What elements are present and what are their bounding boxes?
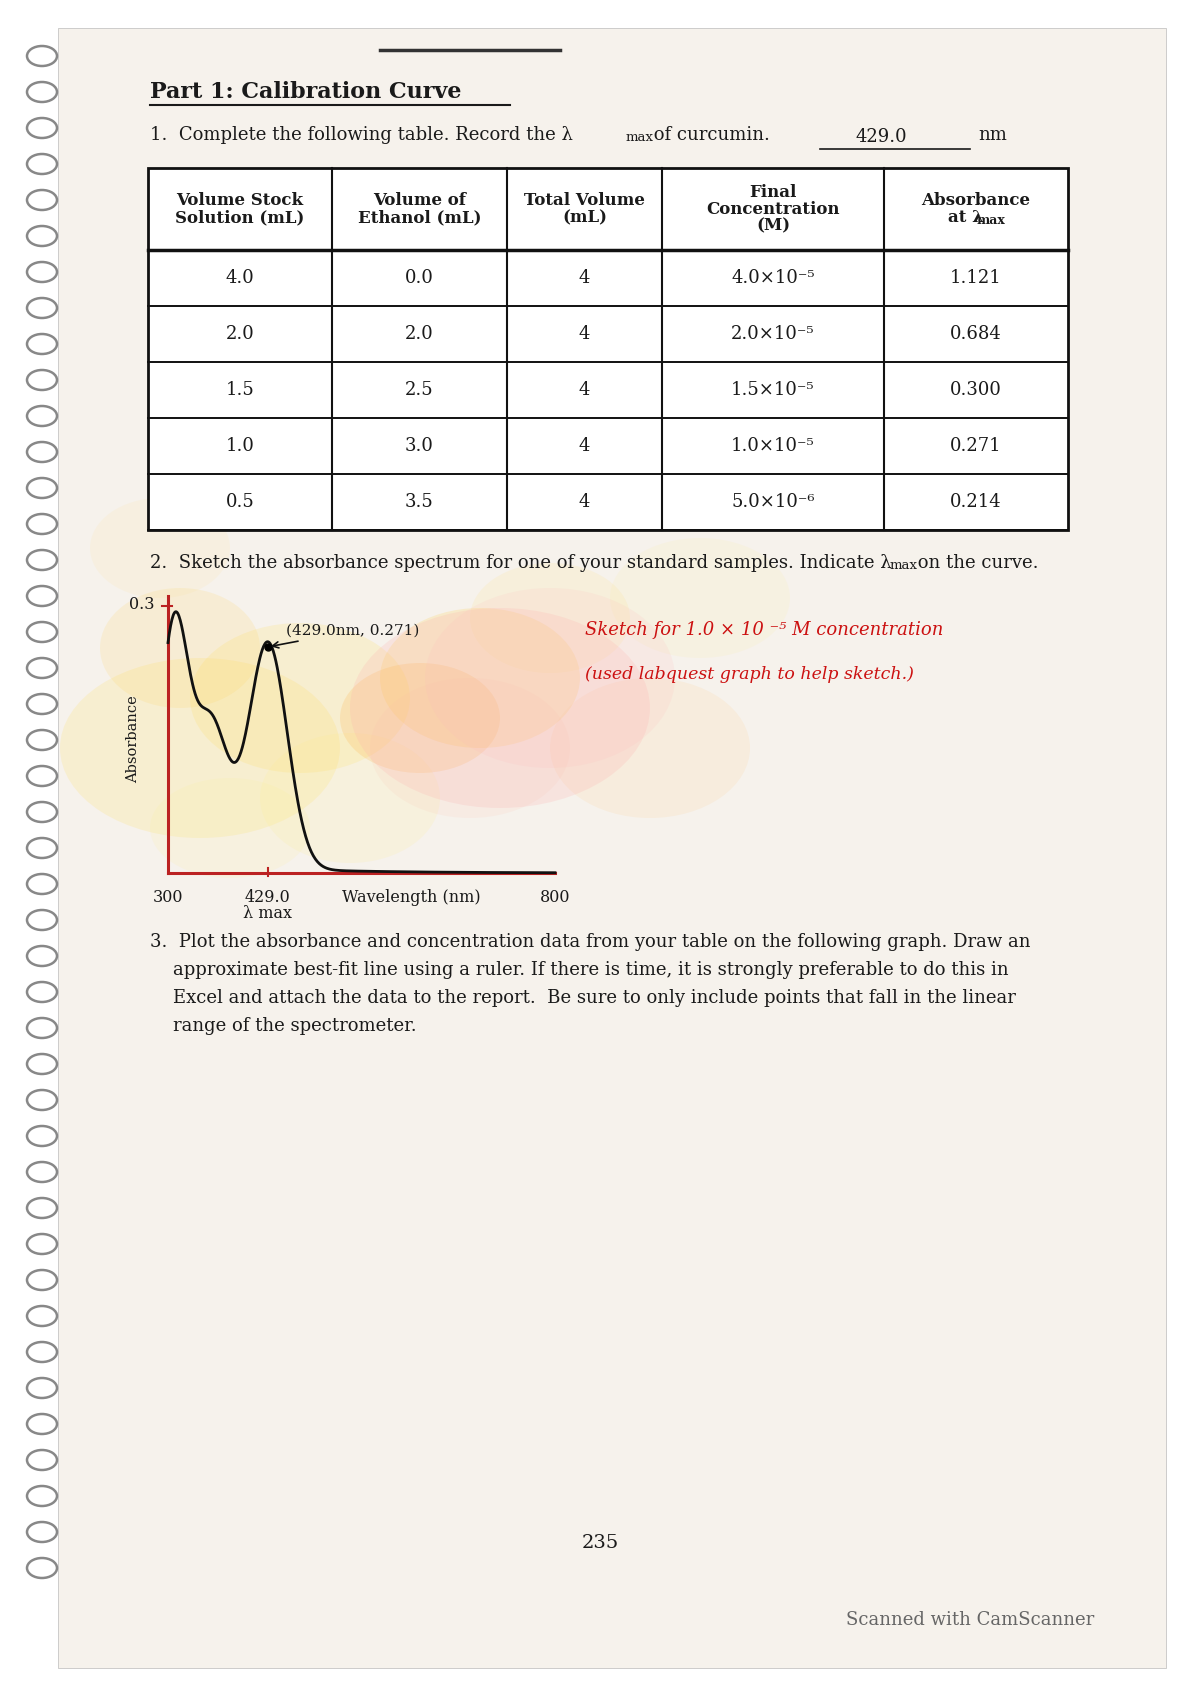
Text: 3.5: 3.5 xyxy=(406,492,434,511)
Text: Part 1: Calibration Curve: Part 1: Calibration Curve xyxy=(150,82,462,104)
Text: max: max xyxy=(890,559,918,572)
Text: Volume Stock: Volume Stock xyxy=(176,192,304,209)
Text: 0.0: 0.0 xyxy=(406,268,434,287)
Text: 4: 4 xyxy=(578,268,590,287)
Text: (used labquest graph to help sketch.): (used labquest graph to help sketch.) xyxy=(586,666,914,683)
Text: λ max: λ max xyxy=(244,905,293,922)
Text: 300: 300 xyxy=(152,890,184,907)
Text: 0.300: 0.300 xyxy=(950,380,1002,399)
Ellipse shape xyxy=(90,498,230,598)
Text: 2.5: 2.5 xyxy=(406,380,434,399)
Text: 0.271: 0.271 xyxy=(950,436,1002,455)
Ellipse shape xyxy=(150,778,310,878)
Text: range of the spectrometer.: range of the spectrometer. xyxy=(150,1017,416,1036)
Text: 3.0: 3.0 xyxy=(406,436,434,455)
Text: 3.  Plot the absorbance and concentration data from your table on the following : 3. Plot the absorbance and concentration… xyxy=(150,932,1031,951)
Ellipse shape xyxy=(610,538,790,659)
Text: Final: Final xyxy=(749,183,797,200)
Text: Absorbance: Absorbance xyxy=(126,696,140,783)
Text: Volume of: Volume of xyxy=(373,192,466,209)
Text: 1.5: 1.5 xyxy=(226,380,254,399)
Text: 2.  Sketch the absorbance spectrum for one of your standard samples. Indicate λ: 2. Sketch the absorbance spectrum for on… xyxy=(150,554,892,572)
Text: max: max xyxy=(626,131,654,144)
Text: 1.0×10⁻⁵: 1.0×10⁻⁵ xyxy=(731,436,815,455)
Text: at λ: at λ xyxy=(948,209,984,226)
Text: 235: 235 xyxy=(581,1533,619,1552)
Text: (mL): (mL) xyxy=(562,209,607,226)
Text: 0.214: 0.214 xyxy=(950,492,1002,511)
Ellipse shape xyxy=(425,588,674,767)
Text: 4.0: 4.0 xyxy=(226,268,254,287)
Text: 1.0: 1.0 xyxy=(226,436,254,455)
Text: (429.0nm, 0.271): (429.0nm, 0.271) xyxy=(272,623,419,649)
Text: 4: 4 xyxy=(578,436,590,455)
Ellipse shape xyxy=(340,662,500,773)
Text: 2.0: 2.0 xyxy=(226,324,254,343)
Text: 4: 4 xyxy=(578,324,590,343)
Text: 4.0×10⁻⁵: 4.0×10⁻⁵ xyxy=(731,268,815,287)
Text: Sketch for 1.0 × 10 ⁻⁵ M concentration: Sketch for 1.0 × 10 ⁻⁵ M concentration xyxy=(586,621,943,638)
Text: 429.0: 429.0 xyxy=(854,127,907,146)
Text: Concentration: Concentration xyxy=(707,200,840,217)
Text: 4: 4 xyxy=(578,380,590,399)
Text: Excel and attach the data to the report.  Be sure to only include points that fa: Excel and attach the data to the report.… xyxy=(150,988,1016,1007)
Text: 0.5: 0.5 xyxy=(226,492,254,511)
Ellipse shape xyxy=(100,588,260,708)
Text: 2.0×10⁻⁵: 2.0×10⁻⁵ xyxy=(731,324,815,343)
Ellipse shape xyxy=(470,564,630,672)
Ellipse shape xyxy=(190,623,410,773)
Ellipse shape xyxy=(60,659,340,839)
Ellipse shape xyxy=(260,734,440,863)
Text: Wavelength (nm): Wavelength (nm) xyxy=(342,890,481,907)
Text: Scanned with CamScanner: Scanned with CamScanner xyxy=(846,1611,1094,1628)
FancyBboxPatch shape xyxy=(148,168,1068,530)
Ellipse shape xyxy=(370,678,570,818)
Text: 1.5×10⁻⁵: 1.5×10⁻⁵ xyxy=(731,380,815,399)
FancyBboxPatch shape xyxy=(58,27,1166,1667)
Text: 1.121: 1.121 xyxy=(950,268,1002,287)
Text: 4: 4 xyxy=(578,492,590,511)
Text: max: max xyxy=(977,214,1006,228)
Text: Total Volume: Total Volume xyxy=(524,192,644,209)
Ellipse shape xyxy=(380,608,580,749)
Text: Ethanol (mL): Ethanol (mL) xyxy=(358,209,481,226)
Text: 800: 800 xyxy=(540,890,570,907)
Text: Absorbance: Absorbance xyxy=(922,192,1031,209)
Text: approximate best-fit line using a ruler. If there is time, it is strongly prefer: approximate best-fit line using a ruler.… xyxy=(150,961,1009,980)
Text: 5.0×10⁻⁶: 5.0×10⁻⁶ xyxy=(731,492,815,511)
Ellipse shape xyxy=(350,608,650,808)
Ellipse shape xyxy=(550,678,750,818)
Text: 1.  Complete the following table. Record the λ: 1. Complete the following table. Record … xyxy=(150,126,572,144)
Text: 2.0: 2.0 xyxy=(406,324,434,343)
Text: on the curve.: on the curve. xyxy=(912,554,1038,572)
Text: 0.3: 0.3 xyxy=(128,596,154,613)
Text: nm: nm xyxy=(978,126,1007,144)
Text: of curcumin.: of curcumin. xyxy=(648,126,770,144)
Text: 0.684: 0.684 xyxy=(950,324,1002,343)
Text: 429.0: 429.0 xyxy=(245,890,290,907)
Text: (M): (M) xyxy=(756,217,790,234)
Text: Solution (mL): Solution (mL) xyxy=(175,209,305,226)
